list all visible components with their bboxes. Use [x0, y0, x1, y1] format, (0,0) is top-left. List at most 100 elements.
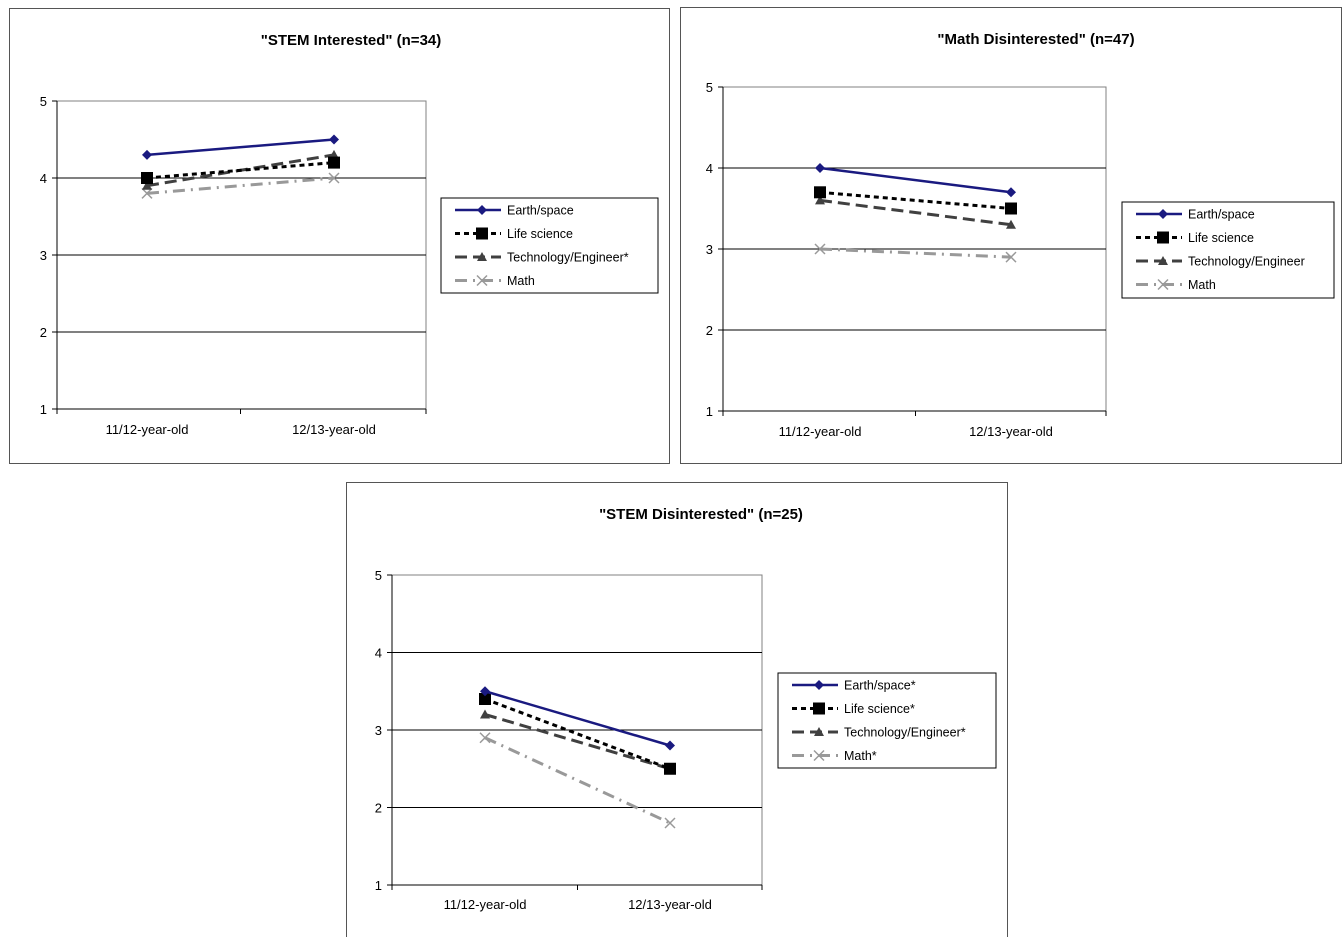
legend-label: Earth/space*: [844, 679, 916, 693]
legend-label: Math*: [844, 749, 877, 763]
legend-label: Technology/Engineer: [1188, 255, 1305, 269]
y-tick-label: 2: [40, 325, 47, 340]
series-line: [146, 176, 335, 195]
legend-label: Technology/Engineer*: [507, 251, 629, 265]
data-point: [142, 180, 152, 190]
data-point: [479, 732, 491, 744]
chart-title: "STEM Disinterested" (n=25): [599, 506, 803, 523]
legend-marker: [476, 274, 488, 287]
data-point: [665, 740, 675, 751]
x-tick-label: 12/13-year-old: [292, 422, 376, 437]
x-tick-label: 12/13-year-old: [628, 897, 712, 912]
legend-marker: [1158, 256, 1168, 265]
legend-label: Earth/space: [507, 204, 574, 218]
legend-marker: [814, 727, 824, 736]
y-tick-label: 1: [706, 404, 713, 419]
x-tick-label: 11/12-year-old: [444, 897, 527, 912]
data-point: [329, 134, 339, 145]
legend-marker: [1157, 231, 1169, 244]
legend-box: [777, 672, 997, 769]
chart-svg: "STEM Interested" (n=34) 1 2 3 4 5 11/12-year-…: [40, 32, 659, 437]
data-point: [480, 709, 490, 719]
chart-panel-stem-interested: "STEM Interested" (n=34) 1 2 3 4 5 11/12-year-…: [9, 8, 670, 464]
y-tick-label: 4: [40, 171, 47, 186]
series-line: [819, 166, 1012, 194]
series-line: [819, 247, 1012, 259]
data-point: [815, 195, 825, 205]
y-tick-label: 1: [375, 878, 382, 893]
data-point: [141, 187, 153, 199]
data-point: [815, 163, 825, 173]
series-0: [480, 686, 675, 751]
x-tick-label: 11/12-year-old: [106, 422, 189, 437]
data-point: [328, 172, 340, 184]
legend-label: Math: [1188, 278, 1216, 292]
data-point: [664, 817, 676, 829]
series-0: [142, 134, 339, 160]
chart-panel-math-disinterested: "Math Disinterested" (n=47) 1 2 3 4 5 11/12-ye…: [680, 7, 1342, 464]
y-tick-label: 2: [375, 801, 382, 816]
series-line: [146, 138, 335, 157]
series-line: [819, 198, 1012, 227]
data-point: [1006, 187, 1016, 198]
series-1: [479, 693, 676, 775]
y-tick-label: 4: [375, 646, 382, 661]
series-line: [819, 190, 1012, 210]
y-tick-label: 5: [706, 80, 713, 95]
data-point: [141, 172, 153, 184]
legend-label: Technology/Engineer*: [844, 726, 966, 740]
legend-box: [1121, 201, 1335, 299]
chart-svg: "Math Disinterested" (n=47) 1 2 3 4 5 11/12-ye…: [706, 31, 1335, 439]
series-line: [484, 690, 671, 747]
legend-marker: [813, 749, 825, 762]
series-line: [484, 697, 671, 771]
chart-svg: "STEM Disinterested" (n=25) 1 2 3 4 5 11/12-ye…: [375, 506, 997, 912]
y-tick-label: 5: [375, 568, 382, 583]
x-tick-label: 11/12-year-old: [779, 424, 862, 439]
data-point: [664, 762, 676, 775]
data-point: [328, 156, 340, 169]
data-point: [1006, 219, 1016, 229]
legend-box: [440, 197, 659, 294]
series-0: [815, 163, 1016, 198]
data-point: [1005, 202, 1017, 215]
legend-marker: [814, 680, 824, 690]
legend: Earth/space Life science Technology/Engine…: [1121, 201, 1335, 299]
data-point: [142, 149, 152, 160]
y-tick-label: 3: [40, 248, 47, 263]
series-3: [814, 243, 1017, 263]
series-2: [815, 195, 1016, 229]
chart-title: "STEM Interested" (n=34): [261, 32, 442, 49]
data-point: [814, 243, 826, 255]
legend-label: Math: [507, 274, 535, 288]
series-3: [479, 732, 676, 829]
series-1: [141, 156, 340, 184]
y-tick-label: 1: [40, 402, 47, 417]
legend-label: Earth/space: [1188, 208, 1255, 222]
legend-marker: [477, 252, 487, 261]
data-point: [480, 686, 490, 697]
series-1: [814, 186, 1017, 215]
series-line: [484, 713, 671, 771]
series-line: [146, 161, 335, 180]
legend-marker: [477, 205, 487, 215]
x-tick-label: 12/13-year-old: [969, 424, 1053, 439]
legend-label: Life science: [1188, 231, 1254, 245]
data-point: [814, 186, 826, 199]
legend-marker: [813, 702, 825, 715]
series-3: [141, 172, 340, 199]
legend-marker: [1157, 278, 1169, 291]
chart-panel-stem-disinterested: "STEM Disinterested" (n=25) 1 2 3 4 5 11/12-ye…: [346, 482, 1008, 937]
legend-label: Life science: [507, 227, 573, 241]
legend: Earth/space Life science Technology/Engine…: [440, 197, 659, 294]
y-tick-label: 3: [375, 723, 382, 738]
legend-label: Life science*: [844, 702, 915, 716]
y-tick-label: 5: [40, 94, 47, 109]
legend: Earth/space* Life science* Technology/Engi…: [777, 672, 997, 769]
legend-marker: [1158, 209, 1168, 219]
legend-marker: [476, 227, 488, 240]
y-tick-label: 2: [706, 323, 713, 338]
chart-title: "Math Disinterested" (n=47): [937, 31, 1134, 48]
data-point: [1005, 251, 1017, 263]
series-line: [484, 736, 671, 825]
